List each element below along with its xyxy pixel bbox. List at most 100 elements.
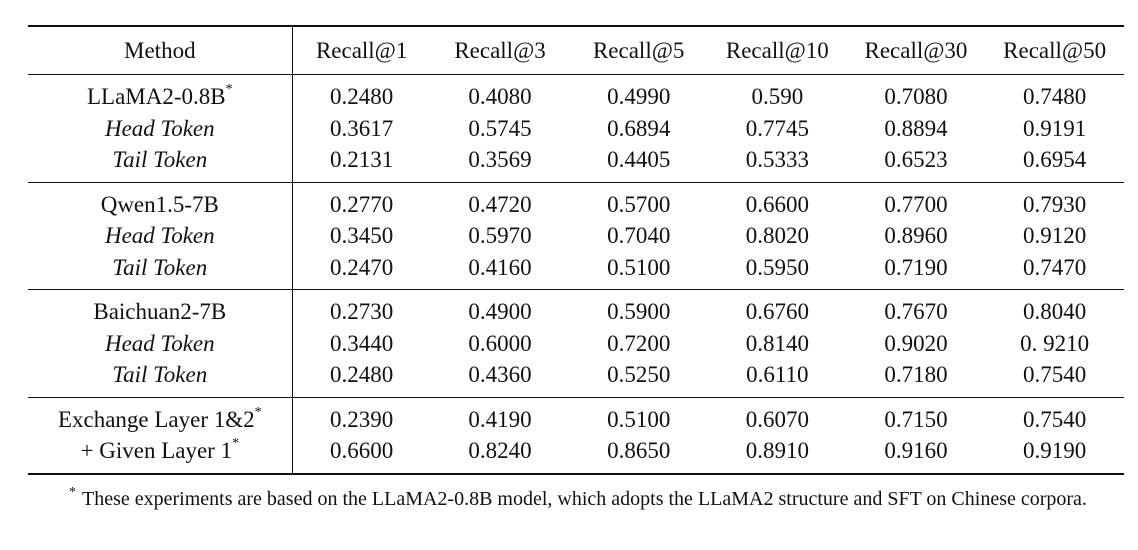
header-recall-10: Recall@10: [708, 25, 847, 75]
value-cell: 0.4405: [607, 147, 671, 172]
method-name: Tail Token: [112, 362, 208, 387]
footnote-mark: *: [69, 485, 76, 500]
value-cell: 0.7540: [1023, 362, 1087, 387]
value-cell: 0.2480: [330, 362, 394, 387]
method-name: + Given Layer 1: [80, 438, 233, 463]
header-recall-1: Recall@1: [292, 25, 431, 75]
table-row: Tail Token 0.2470 0.4160 0.5100 0.5950 0.7190…: [28, 251, 1124, 290]
value-cell: 0.6760: [745, 299, 809, 324]
value-cell: 0.7190: [884, 254, 948, 280]
value-cell: 0.7150: [884, 406, 948, 432]
table-row: LLaMA2-0.8B* 0.2480 0.4080 0.4990 0.590 0.708…: [28, 74, 1124, 113]
value-cell: 0.5900: [607, 299, 671, 324]
method-cell: Qwen1.5-7B: [28, 182, 293, 220]
method-cell: + Given Layer 1*: [28, 435, 293, 474]
table-group: Exchange Layer 1&2* 0.2390 0.4190 0.5100 0.6…: [28, 397, 1124, 474]
value-cell: 0.6523: [884, 147, 948, 172]
value-cell: 0.4360: [468, 362, 532, 387]
table-group: Qwen1.5-7B 0.2770 0.4720 0.5700 0.6600 0.7700…: [28, 182, 1124, 290]
value-cell: 0.2131: [330, 147, 394, 172]
header-recall-3: Recall@3: [430, 25, 570, 75]
value-cell: 0.4190: [468, 406, 532, 432]
method-cell: Tail Token: [28, 144, 293, 182]
value-cell: 0.8894: [884, 115, 948, 141]
value-cell: 0.5100: [607, 406, 671, 432]
value-cell: 0.2480: [330, 84, 394, 109]
results-table: Method Recall@1 Recall@3 Recall@5 Recall…: [28, 25, 1124, 475]
value-cell: 0.7180: [884, 362, 948, 387]
method-cell: Head Token: [28, 220, 293, 252]
method-name: Qwen1.5-7B: [100, 191, 219, 217]
value-cell: 0.2730: [330, 299, 394, 324]
table-row: Qwen1.5-7B 0.2770 0.4720 0.5700 0.6600 0.7700…: [28, 182, 1124, 220]
value-cell: 0.4720: [468, 191, 532, 217]
value-cell: 0.6894: [607, 115, 671, 141]
value-cell: 0.5700: [607, 191, 671, 217]
value-cell: 0.7200: [607, 330, 671, 356]
value-cell: 0.5970: [468, 223, 532, 248]
value-cell: 0.7700: [884, 191, 948, 217]
value-cell: 0.590: [751, 84, 804, 109]
value-cell: 0.6000: [468, 330, 532, 356]
table-group: LLaMA2-0.8B* 0.2480 0.4080 0.4990 0.590 0.708…: [28, 74, 1124, 182]
value-cell: 0.8910: [745, 438, 809, 463]
value-cell: 0.7080: [884, 84, 948, 109]
header-recall-30: Recall@30: [846, 25, 986, 75]
header-row: Method Recall@1 Recall@3 Recall@5 Recall…: [28, 25, 1124, 75]
table-row: Exchange Layer 1&2* 0.2390 0.4190 0.5100 0.6…: [28, 397, 1124, 435]
value-cell: 0.8040: [1023, 299, 1087, 324]
method-cell: Baichuan2-7B: [28, 289, 293, 328]
value-cell: 0.7040: [607, 223, 671, 248]
value-cell: 0.6600: [745, 191, 809, 217]
method-cell: Tail Token: [28, 251, 293, 290]
value-cell: 0.7540: [1023, 406, 1087, 432]
value-cell: 0.2470: [330, 254, 394, 280]
value-cell: 0.7670: [884, 299, 948, 324]
table-row: Baichuan2-7B 0.2730 0.4900 0.5900 0.6760 0.76…: [28, 289, 1124, 328]
value-cell: 0.2770: [330, 191, 394, 217]
value-cell: 0.6070: [745, 406, 809, 432]
value-cell: 0.8960: [884, 223, 948, 248]
value-cell: 0.4990: [607, 84, 671, 109]
value-cell: 0.8240: [468, 438, 532, 463]
method-name: Baichuan2-7B: [93, 299, 227, 324]
method-name: Head Token: [104, 115, 215, 141]
value-cell: 0.4080: [468, 84, 532, 109]
method-cell: Head Token: [28, 112, 293, 144]
footnote-marker: *: [254, 404, 262, 420]
header-recall-50: Recall@50: [985, 25, 1124, 75]
value-cell: 0.4160: [468, 254, 532, 280]
value-cell: 0.3569: [468, 147, 532, 172]
value-cell: 0.9020: [884, 330, 948, 356]
value-cell: 0.7470: [1023, 254, 1087, 280]
method-cell: Head Token: [28, 327, 293, 359]
value-cell: 0.3440: [330, 330, 394, 356]
table-group: Baichuan2-7B 0.2730 0.4900 0.5900 0.6760 0.76…: [28, 289, 1124, 397]
value-cell: 0.7480: [1023, 84, 1087, 109]
table-row: Tail Token 0.2480 0.4360 0.5250 0.6110 0.7180…: [28, 359, 1124, 397]
value-cell: 0.3450: [330, 223, 394, 248]
value-cell: 0.8650: [607, 438, 671, 463]
value-cell: 0.7745: [745, 115, 809, 141]
method-cell: Exchange Layer 1&2*: [28, 397, 293, 435]
method-name: Tail Token: [112, 147, 208, 172]
method-name: Head Token: [104, 223, 215, 248]
table-row: Tail Token 0.2131 0.3569 0.4405 0.5333 0.6523…: [28, 144, 1124, 182]
table-row: Head Token 0.3450 0.5970 0.7040 0.8020 0.8960…: [28, 220, 1124, 252]
value-cell: 0.3617: [330, 115, 394, 141]
value-cell: 0.9120: [1023, 223, 1087, 248]
value-cell: 0.9191: [1023, 115, 1087, 141]
value-cell: 0.9190: [1023, 438, 1087, 463]
value-cell: 0.5333: [745, 147, 809, 172]
value-cell: 0. 9210: [1020, 330, 1090, 356]
value-cell: 0.6600: [330, 438, 394, 463]
method-name: LLaMA2-0.8B: [86, 84, 226, 109]
method-cell: LLaMA2-0.8B*: [28, 74, 293, 113]
value-cell: 0.5745: [468, 115, 532, 141]
value-cell: 0.6110: [746, 362, 809, 387]
method-name: Exchange Layer 1&2: [57, 406, 255, 432]
value-cell: 0.4900: [468, 299, 532, 324]
method-cell: Tail Token: [28, 359, 293, 397]
table-row: Head Token 0.3617 0.5745 0.6894 0.7745 0.8894…: [28, 112, 1124, 144]
